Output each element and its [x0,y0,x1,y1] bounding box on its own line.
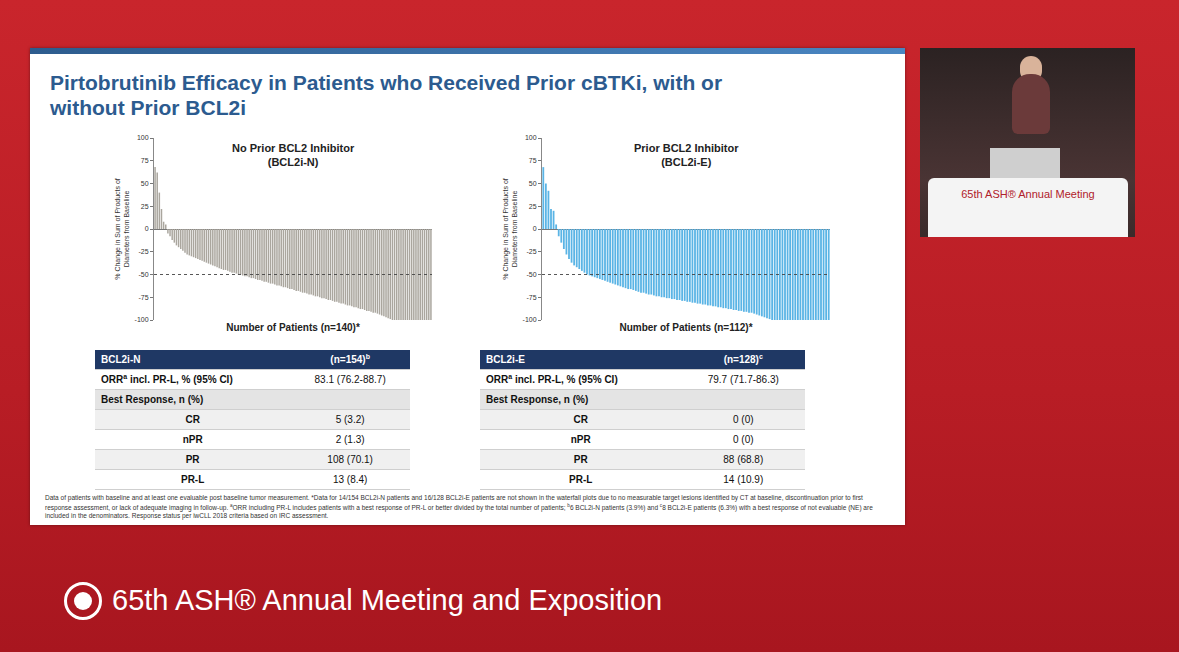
html-text:CR: CR [573,414,588,425]
html-text:65th ASH® Annual Meeting and E: 65th ASH® Annual Meeting and Exposition [112,584,663,616]
html-text:13 (8.4): 13 (8.4) [332,474,368,485]
html-text:CR: CR [185,414,200,425]
svg-text:0: 0 [533,225,537,232]
html-text:14 (10.9): 14 (10.9) [723,474,764,485]
html-text:0 (0): 0 (0) [733,434,754,445]
svg-text:% Change in Sum of Products of: % Change in Sum of Products ofDiameters … [502,178,518,280]
html-text:Pirtobrutinib Efficacy in Pati: Pirtobrutinib Efficacy in Patients who R… [50,71,723,119]
svg-text:-25: -25 [138,248,148,255]
svg-text:% Change in Sum of Products of: % Change in Sum of Products ofDiameters … [114,178,130,280]
svg-text:No Prior BCL2 Inhibitor(BCL2i-: No Prior BCL2 Inhibitor(BCL2i-N) [232,142,355,168]
svg-text:75: 75 [529,157,537,164]
html-text:PR: PR [185,454,200,465]
svg-text:25: 25 [141,203,149,210]
html-text:nPR: nPR [182,434,203,445]
svg-text:-100: -100 [135,316,149,323]
svg-text:-25: -25 [526,248,536,255]
html-text:PR-L: PR-L [181,474,205,485]
html-text:BCL2i-E: BCL2i-E [486,354,525,365]
svg-text:-100: -100 [523,316,537,323]
html-text:88 (68.8): 88 (68.8) [723,454,764,465]
svg-text:50: 50 [529,180,537,187]
svg-text:Number of Patients (n=112)*: Number of Patients (n=112)* [619,322,752,333]
html-text:Best Response, n (%): Best Response, n (%) [486,394,589,405]
html-text:79.7 (71.7-86.3): 79.7 (71.7-86.3) [707,374,779,385]
html-text:65th ASH® Annual Meeting: 65th ASH® Annual Meeting [961,188,1095,200]
svg-text:75: 75 [141,157,149,164]
svg-text:Number of Patients (n=140)*: Number of Patients (n=140)* [226,322,360,333]
html-text:ORRaincl. PR-L, % (95% CI): ORRaincl. PR-L, % (95% CI) [486,373,618,386]
html-text:83.1 (76.2-88.7): 83.1 (76.2-88.7) [314,374,386,385]
html-text:PR: PR [573,454,588,465]
svg-text:Prior BCL2 Inhibitor(BCL2i-E): Prior BCL2 Inhibitor(BCL2i-E) [634,142,739,168]
html-text:108 (70.1): 108 (70.1) [327,454,373,465]
svg-text:-75: -75 [138,294,148,301]
html-text:PR-L: PR-L [569,474,593,485]
svg-text:-75: -75 [526,294,536,301]
html-text:ORRaincl. PR-L, % (95% CI): ORRaincl. PR-L, % (95% CI) [101,373,233,386]
html-text:2 (1.3): 2 (1.3) [335,434,365,445]
html-text:(n=128)c: (n=128)c [723,353,763,366]
svg-text:25: 25 [529,203,537,210]
svg-text:100: 100 [137,134,149,141]
svg-text:100: 100 [525,134,537,141]
html-text:BCL2i-N: BCL2i-N [101,354,141,365]
html-text:5 (3.2): 5 (3.2) [335,414,365,425]
html-text:Best Response, n (%): Best Response, n (%) [101,394,204,405]
html-text:0 (0): 0 (0) [733,414,754,425]
svg-text:-50: -50 [526,271,536,278]
svg-text:50: 50 [141,180,149,187]
html-text:(n=154)b: (n=154)b [330,353,370,366]
svg-text:-50: -50 [138,271,148,278]
html-text:nPR: nPR [570,434,591,445]
svg-text:0: 0 [145,225,149,232]
html-text:Data of patients with baseline: Data of patients with baseline and at le… [45,494,873,520]
